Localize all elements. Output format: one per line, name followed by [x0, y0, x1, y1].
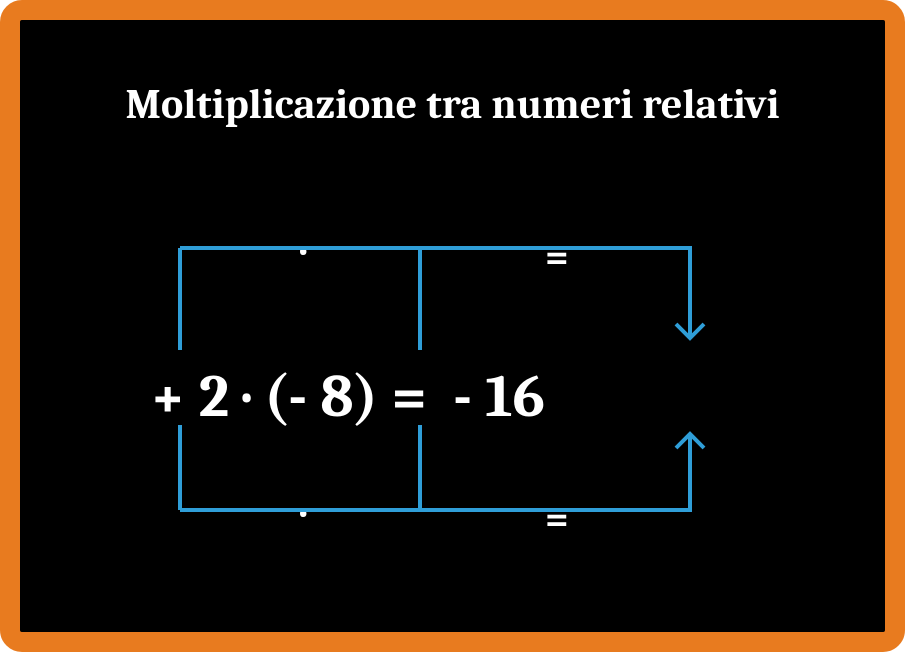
- slide-frame: Moltiplicazione tra numeri relativi + 2 …: [0, 0, 905, 652]
- top-dot-symbol: ·: [300, 224, 306, 277]
- slide-title: Moltiplicazione tra numeri relativi: [20, 80, 885, 129]
- bottom-equals-symbol: =: [545, 496, 569, 542]
- bottom-dot-symbol: ·: [300, 486, 306, 539]
- equation-text: + 2 · (- 8) = - 16: [150, 362, 545, 431]
- top-equals-symbol: =: [545, 234, 569, 280]
